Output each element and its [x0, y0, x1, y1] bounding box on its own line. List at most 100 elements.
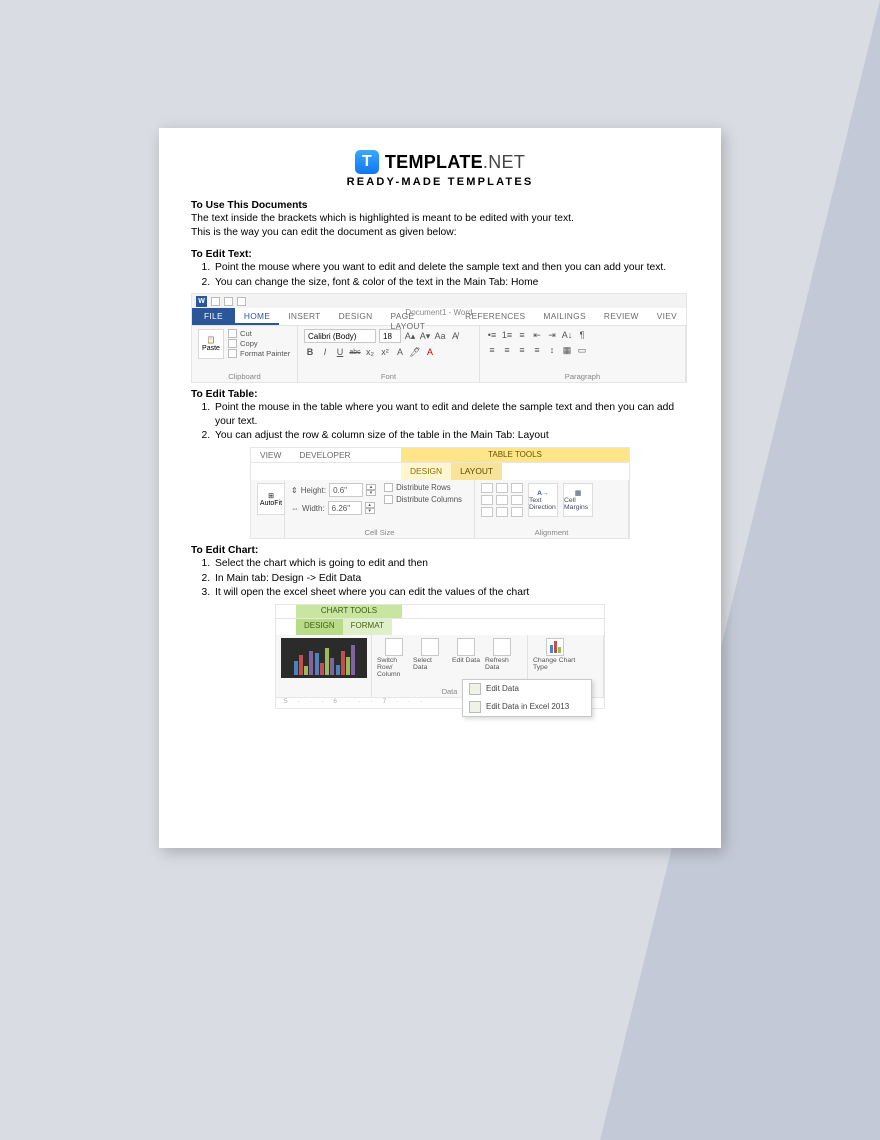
distribute-rows-label: Distribute Rows: [396, 483, 451, 492]
intro-heading: To Use This Documents: [191, 200, 689, 211]
line-spacing-icon[interactable]: ↕: [546, 344, 558, 356]
edit-data-dropdown: Edit Data Edit Data in Excel 2013: [462, 679, 592, 717]
align-tl[interactable]: [481, 483, 493, 493]
distribute-cols-button[interactable]: Distribute Columns: [384, 495, 462, 504]
superscript-button[interactable]: x²: [379, 346, 391, 358]
tab-references[interactable]: REFERENCES: [456, 308, 534, 325]
align-br[interactable]: [511, 507, 523, 517]
spinner-down-icon[interactable]: ▾: [366, 490, 376, 496]
text-direction-label: Text Direction: [529, 497, 557, 511]
font-color-icon[interactable]: A: [424, 346, 436, 358]
tab-review[interactable]: REVIEW: [595, 308, 648, 325]
subscript-button[interactable]: x₂: [364, 346, 376, 358]
align-tc[interactable]: [496, 483, 508, 493]
grow-font-icon[interactable]: A▴: [404, 330, 416, 342]
align-right-icon[interactable]: ≡: [516, 344, 528, 356]
edit-table-list: Point the mouse in the table where you w…: [213, 401, 689, 443]
align-center-icon[interactable]: ≡: [501, 344, 513, 356]
text-effect-icon[interactable]: A: [394, 346, 406, 358]
copy-button[interactable]: Copy: [228, 339, 290, 348]
redo-icon[interactable]: [237, 297, 246, 306]
strike-button[interactable]: abc: [349, 346, 361, 358]
paste-label: Paste: [202, 345, 220, 352]
align-mr[interactable]: [511, 495, 523, 505]
tab-table-layout[interactable]: LAYOUT: [451, 463, 502, 480]
numbering-icon[interactable]: 1≡: [501, 329, 513, 341]
list-item: Point the mouse where you want to edit a…: [213, 261, 689, 275]
cut-button[interactable]: Cut: [228, 329, 290, 338]
format-painter-button[interactable]: Format Painter: [228, 349, 290, 358]
borders-icon[interactable]: ▭: [576, 344, 588, 356]
tab-mailings[interactable]: MAILINGS: [534, 308, 594, 325]
chart-style-preview[interactable]: [281, 638, 367, 678]
brand-tagline: READY-MADE TEMPLATES: [191, 176, 689, 188]
tab-chart-format[interactable]: FORMAT: [343, 619, 392, 635]
refresh-label: Refresh Data: [485, 657, 519, 671]
highlight-icon[interactable]: 🖊: [409, 346, 421, 358]
edit-data-button[interactable]: Edit Data: [449, 638, 483, 678]
shrink-font-icon[interactable]: A▾: [419, 330, 431, 342]
tab-home[interactable]: HOME: [235, 308, 279, 325]
height-input[interactable]: 0.6": [329, 483, 363, 497]
tab-view[interactable]: VIEW: [251, 448, 290, 462]
undo-icon[interactable]: [224, 297, 233, 306]
autofit-icon: ⊞: [268, 492, 274, 500]
spinner-down-icon[interactable]: ▾: [365, 508, 375, 514]
menu-edit-data[interactable]: Edit Data: [463, 680, 591, 698]
font-group: Calibri (Body) 18 A▴ A▾ Aa A̸ B I U abc …: [298, 326, 480, 382]
italic-button[interactable]: I: [319, 346, 331, 358]
menu-edit-data-excel[interactable]: Edit Data in Excel 2013: [463, 698, 591, 716]
tab-page-layout[interactable]: PAGE LAYOUT: [382, 308, 457, 325]
list-item: You can adjust the row & column size of …: [213, 429, 689, 443]
cell-margins-button[interactable]: ▦Cell Margins: [563, 483, 593, 517]
tab-developer[interactable]: DEVELOPER: [290, 448, 359, 462]
alignment-label: Alignment: [481, 528, 622, 537]
select-data-button[interactable]: Select Data: [413, 638, 447, 678]
tab-chart-design[interactable]: DESIGN: [296, 619, 343, 635]
margins-icon: ▦: [575, 489, 581, 497]
width-input[interactable]: 6.26": [328, 501, 362, 515]
align-bc[interactable]: [496, 507, 508, 517]
edit-table-heading: To Edit Table:: [191, 389, 689, 400]
clear-format-icon[interactable]: A̸: [449, 330, 461, 342]
switch-row-col-button[interactable]: Switch Row/ Column: [377, 638, 411, 678]
tab-design[interactable]: DESIGN: [330, 308, 382, 325]
font-size-combo[interactable]: 18: [379, 329, 401, 343]
align-left-icon[interactable]: ≡: [486, 344, 498, 356]
clipboard-group: 📋 Paste Cut Copy Format Painter Clipboar…: [192, 326, 298, 382]
show-marks-icon[interactable]: ¶: [576, 329, 588, 341]
autofit-button[interactable]: ⊞ AutoFit: [257, 483, 285, 515]
brand-suffix: .NET: [483, 152, 525, 172]
tab-insert[interactable]: INSERT: [279, 308, 329, 325]
align-ml[interactable]: [481, 495, 493, 505]
change-chart-type-button[interactable]: Change Chart Type: [533, 638, 577, 671]
ribbon-tabs: FILE HOME INSERT DESIGN PAGE LAYOUT REFE…: [192, 308, 686, 326]
align-mc[interactable]: [496, 495, 508, 505]
underline-button[interactable]: U: [334, 346, 346, 358]
change-case-icon[interactable]: Aa: [434, 330, 446, 342]
indent-right-icon[interactable]: ⇥: [546, 329, 558, 341]
tab-file[interactable]: FILE: [192, 308, 235, 325]
align-bl[interactable]: [481, 507, 493, 517]
cell-margins-label: Cell Margins: [564, 497, 592, 511]
sort-icon[interactable]: A↓: [561, 329, 573, 341]
font-name-combo[interactable]: Calibri (Body): [304, 329, 376, 343]
distribute-cols-label: Distribute Columns: [396, 495, 462, 504]
paragraph-group-label: Paragraph: [486, 372, 679, 381]
bullets-icon[interactable]: •≡: [486, 329, 498, 341]
justify-icon[interactable]: ≡: [531, 344, 543, 356]
refresh-data-button[interactable]: Refresh Data: [485, 638, 519, 678]
shading-icon[interactable]: ▦: [561, 344, 573, 356]
table-tools-title: TABLE TOOLS: [401, 448, 629, 462]
scissors-icon: [228, 329, 237, 338]
distribute-rows-button[interactable]: Distribute Rows: [384, 483, 462, 492]
indent-left-icon[interactable]: ⇤: [531, 329, 543, 341]
save-icon[interactable]: [211, 297, 220, 306]
bold-button[interactable]: B: [304, 346, 316, 358]
multilevel-icon[interactable]: ≡: [516, 329, 528, 341]
paste-button[interactable]: 📋 Paste: [198, 329, 224, 359]
align-tr[interactable]: [511, 483, 523, 493]
tab-view[interactable]: VIEV: [648, 308, 686, 325]
text-direction-button[interactable]: A→Text Direction: [528, 483, 558, 517]
tab-table-design[interactable]: DESIGN: [401, 463, 451, 480]
